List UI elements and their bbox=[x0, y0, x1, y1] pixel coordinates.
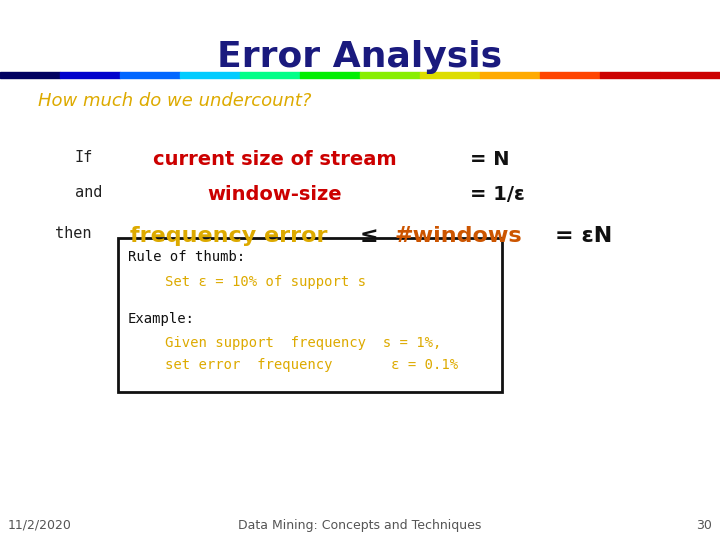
Text: frequency error: frequency error bbox=[130, 226, 328, 246]
Bar bbox=[660, 72, 720, 78]
Text: and: and bbox=[75, 185, 102, 200]
Text: If: If bbox=[75, 150, 94, 165]
Text: Rule of thumb:: Rule of thumb: bbox=[128, 250, 246, 264]
Bar bbox=[360, 72, 420, 78]
Bar bbox=[120, 72, 180, 78]
Text: then: then bbox=[55, 226, 91, 241]
Bar bbox=[540, 72, 600, 78]
Text: Given support  frequency  s = 1%,: Given support frequency s = 1%, bbox=[165, 336, 441, 350]
Text: #windows: #windows bbox=[395, 226, 523, 246]
Text: ≤: ≤ bbox=[360, 226, 379, 246]
Bar bbox=[420, 72, 480, 78]
Text: = εN: = εN bbox=[555, 226, 612, 246]
Bar bbox=[240, 72, 300, 78]
Bar bbox=[300, 72, 360, 78]
Text: window-size: window-size bbox=[207, 185, 342, 204]
Bar bbox=[480, 72, 540, 78]
Text: Error Analysis: Error Analysis bbox=[217, 40, 503, 74]
Text: Set ε = 10% of support s: Set ε = 10% of support s bbox=[165, 275, 366, 289]
Text: How much do we undercount?: How much do we undercount? bbox=[38, 92, 311, 110]
Text: Example:: Example: bbox=[128, 312, 195, 326]
Text: = N: = N bbox=[470, 150, 510, 169]
Text: current size of stream: current size of stream bbox=[153, 150, 397, 169]
Text: set error  frequency       ε = 0.1%: set error frequency ε = 0.1% bbox=[165, 358, 458, 372]
FancyBboxPatch shape bbox=[118, 238, 502, 392]
Text: 30: 30 bbox=[696, 519, 712, 532]
Bar bbox=[180, 72, 240, 78]
Bar bbox=[0, 72, 60, 78]
Text: 11/2/2020: 11/2/2020 bbox=[8, 519, 72, 532]
Text: Data Mining: Concepts and Techniques: Data Mining: Concepts and Techniques bbox=[238, 519, 482, 532]
Bar bbox=[600, 72, 660, 78]
Text: = 1/ε: = 1/ε bbox=[470, 185, 525, 204]
Bar bbox=[60, 72, 120, 78]
